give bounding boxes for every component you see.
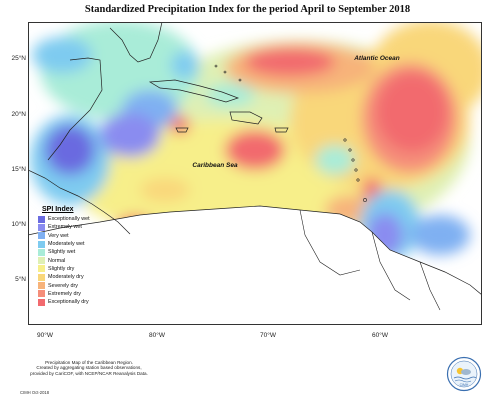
- footer-date: CIMH Oct-2018: [20, 390, 50, 395]
- cimh-logo: CIMH: [446, 356, 482, 392]
- legend-label: Extremely wet: [48, 224, 82, 231]
- map-title: Standardized Precipitation Index for the…: [84, 4, 411, 15]
- legend-item: Normal: [38, 256, 100, 265]
- legend-item: Exceptionally dry: [38, 298, 100, 306]
- footer-line: Created by aggregating station based obs…: [36, 365, 142, 371]
- legend-label: Extremely dry: [48, 290, 81, 297]
- legend-swatch: [38, 223, 45, 231]
- lat-label: 25°N: [11, 54, 26, 62]
- legend-label: Normal: [48, 257, 66, 264]
- legend-item: Moderately wet: [38, 240, 100, 248]
- lon-label: 70°W: [260, 331, 277, 339]
- legend-label: Exceptionally wet: [48, 216, 90, 223]
- legend-label: Exceptionally dry: [48, 299, 89, 306]
- legend-swatch: [38, 257, 45, 265]
- lat-label: 20°N: [11, 110, 26, 118]
- lat-label: 10°N: [11, 220, 26, 228]
- legend-item: Extremely wet: [38, 223, 100, 231]
- lat-label: 5°N: [15, 275, 26, 283]
- legend-label: Very wet: [48, 232, 69, 239]
- legend-label: Moderately wet: [48, 241, 85, 248]
- legend-item: Slightly wet: [38, 248, 100, 256]
- legend-swatch: [38, 240, 45, 248]
- footer-line: Precipitation Map of the Caribbean Regio…: [45, 360, 133, 365]
- lon-label: 60°W: [372, 331, 389, 339]
- spi-legend: SPI Index Exceptionally wet Extremely wet…: [38, 206, 100, 306]
- legend-swatch: [38, 232, 45, 240]
- legend-swatch: [38, 290, 45, 298]
- legend-swatch: [38, 248, 45, 256]
- legend-swatch: [38, 265, 45, 273]
- caribbean-sea-label: Caribbean Sea: [192, 162, 238, 169]
- legend-swatch: [38, 298, 45, 306]
- legend-item: Severely dry: [38, 281, 100, 290]
- legend-label: Moderately dry: [48, 274, 84, 281]
- legend-swatch: [38, 282, 45, 290]
- legend-rows: Exceptionally wet Extremely wet Very wet Mo…: [38, 215, 100, 306]
- atlantic-ocean-label: Atlantic Ocean: [353, 55, 400, 62]
- latitude-axis: 25°N 20°N 15°N 10°N 5°N: [11, 54, 26, 283]
- legend-title: SPI Index: [42, 206, 74, 213]
- footer-line: provided by CariCOF, with NCEP/NCAR Rean…: [30, 370, 148, 376]
- longitude-axis: 90°W 80°W 70°W 60°W: [37, 331, 389, 339]
- legend-item: Exceptionally wet: [38, 215, 100, 223]
- legend-label: Slightly dry: [48, 265, 75, 272]
- spi-field: [28, 22, 482, 325]
- legend-swatch: [38, 215, 45, 223]
- legend-item: Slightly dry: [38, 265, 100, 273]
- legend-swatch: [38, 273, 45, 281]
- legend-label: Severely dry: [48, 282, 78, 289]
- legend-item: Extremely dry: [38, 290, 100, 298]
- svg-text:CIMH: CIMH: [460, 383, 469, 387]
- legend-label: Slightly wet: [48, 249, 76, 256]
- lat-label: 15°N: [11, 165, 26, 173]
- legend-item: Very wet: [38, 232, 100, 240]
- legend-item: Moderately dry: [38, 273, 100, 281]
- lon-label: 80°W: [149, 331, 166, 339]
- map-footer: Precipitation Map of the Caribbean Regio…: [14, 360, 164, 376]
- lon-label: 90°W: [37, 331, 54, 339]
